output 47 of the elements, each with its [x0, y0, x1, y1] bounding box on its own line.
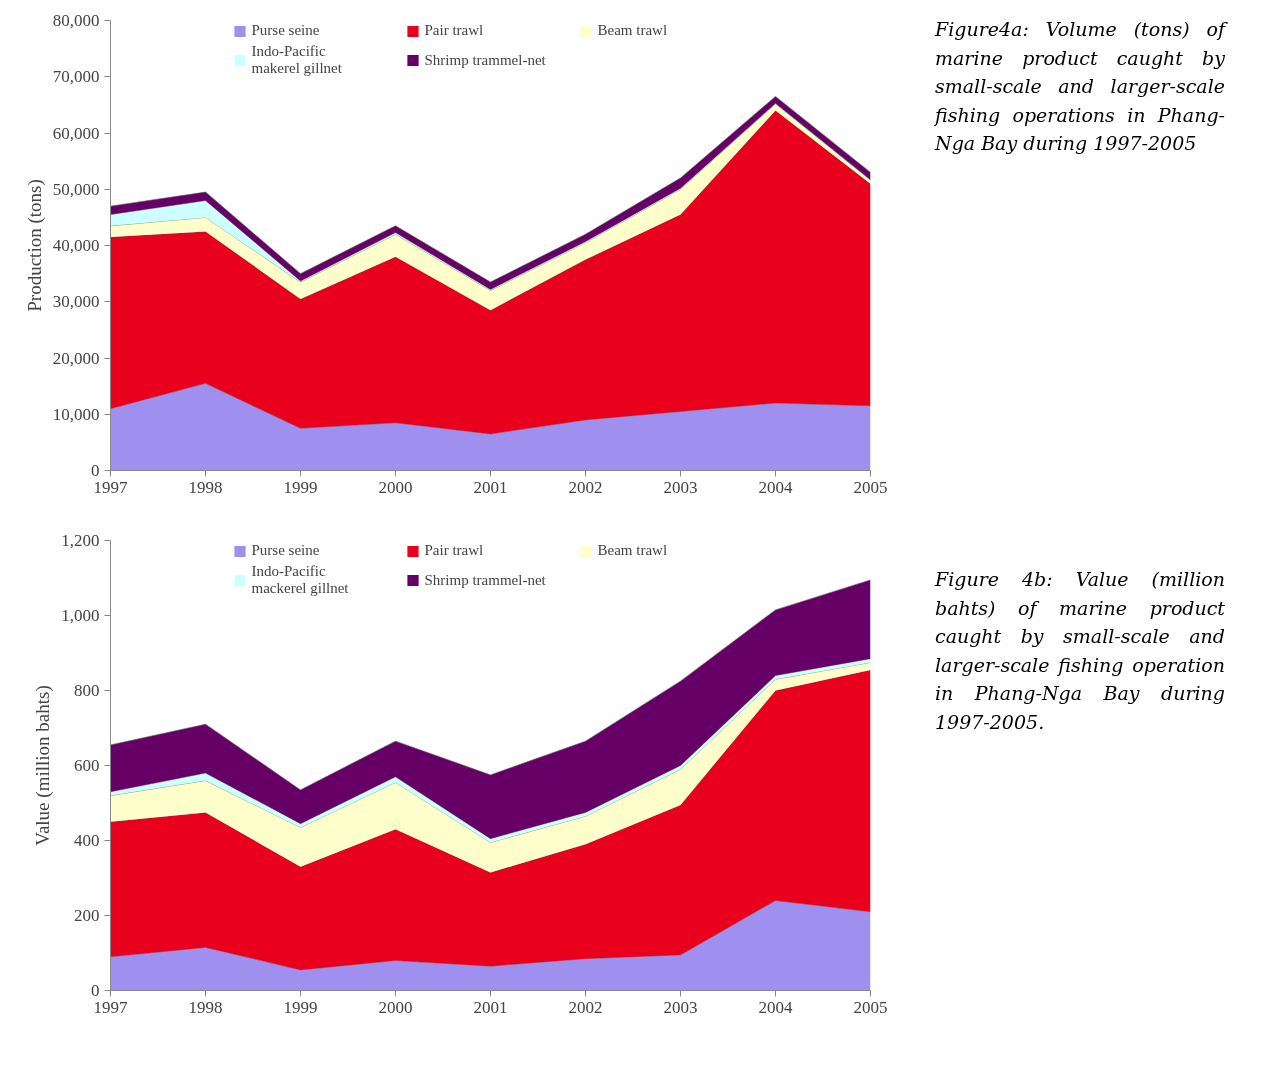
y-tick-label: 600 — [74, 756, 100, 775]
legend-label: Indo-Pacific mackerel gillnet — [251, 563, 350, 597]
legend-label: Shrimp trammel-net — [424, 571, 547, 589]
legend-label: Shrimp trammel-net — [424, 51, 547, 69]
x-tick-label: 1999 — [283, 997, 318, 1017]
x-tick-label: 2003 — [663, 997, 698, 1017]
x-tick-label: 2001 — [473, 477, 508, 497]
x-tick-label: 2000 — [378, 997, 413, 1017]
x-tick-label: 2005 — [853, 477, 888, 497]
x-tick-label: 1999 — [283, 477, 318, 497]
x-tick-label: 2004 — [758, 477, 793, 497]
y-tick-label: 60,000 — [52, 123, 100, 143]
y-tick-label: 70,000 — [52, 67, 100, 87]
y-tick-label: 80,000 — [52, 11, 100, 30]
y-axis-title: Value (million bahts) — [32, 685, 55, 846]
x-tick-label: 2001 — [473, 997, 508, 1017]
legend-label: Indo-Pacific makerel gillnet — [251, 43, 343, 77]
x-tick-label: 2000 — [378, 477, 413, 497]
x-tick-label: 1998 — [188, 997, 223, 1017]
x-tick-label: 1998 — [188, 477, 223, 497]
x-tick-label: 2002 — [568, 477, 603, 497]
y-tick-label: 0 — [91, 461, 100, 480]
legend-label: Purse seine — [251, 542, 321, 559]
y-axis-title: Production (tons) — [23, 179, 46, 312]
x-tick-label: 2002 — [568, 997, 603, 1017]
x-tick-label: 2005 — [853, 997, 888, 1017]
y-tick-label: 200 — [74, 906, 100, 925]
y-tick-label: 0 — [91, 981, 100, 1000]
legend-label: Beam trawl — [597, 22, 669, 39]
y-tick-label: 20,000 — [52, 348, 100, 368]
y-tick-label: 40,000 — [52, 236, 100, 255]
legend-label: Beam trawl — [597, 542, 669, 559]
y-tick-label: 10,000 — [52, 404, 100, 424]
x-tick-label: 1997 — [93, 997, 128, 1017]
x-tick-label: 2004 — [758, 997, 793, 1017]
x-tick-label: 1997 — [93, 477, 128, 497]
legend-label: Pair trawl — [424, 22, 485, 39]
y-tick-label: 30,000 — [52, 292, 100, 312]
y-tick-label: 1,000 — [61, 606, 100, 625]
y-tick-label: 50,000 — [52, 179, 100, 199]
caption: Figure 4b: Value (million bahts) of marine product caught by small-scale and larger-scale fishing operation in Phang-Nga Bay during 1997-2005. — [935, 567, 1225, 735]
y-tick-label: 800 — [74, 681, 100, 700]
x-tick-label: 2003 — [663, 477, 698, 497]
y-tick-label: 1,200 — [61, 531, 100, 550]
y-tick-label: 400 — [74, 831, 100, 850]
legend-label: Purse seine — [251, 22, 321, 39]
legend-label: Pair trawl — [424, 542, 485, 559]
